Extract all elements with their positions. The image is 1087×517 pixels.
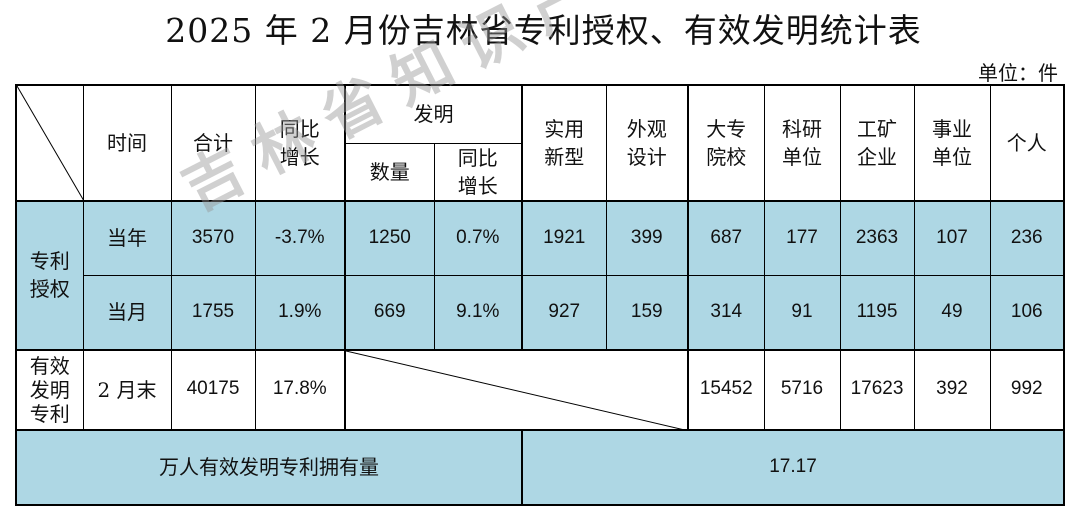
header-institution: 事业 单位 — [913, 84, 991, 201]
header-college: 大专 院校 — [687, 84, 765, 201]
row-valid-individual: 992 — [989, 348, 1065, 430]
row-month-inv-yoy: 9.1% — [433, 275, 523, 350]
row-month-institution: 49 — [913, 275, 991, 350]
empty-diagonal-cell — [344, 348, 689, 431]
patent-grant-label: 专利 授权 — [15, 199, 84, 350]
header-total: 合计 — [170, 84, 256, 201]
row-year-inv-yoy: 0.7% — [433, 199, 523, 276]
header-research: 科研 单位 — [763, 84, 841, 201]
row-year-design: 399 — [605, 199, 689, 276]
row-month-yoy: 1.9% — [254, 275, 346, 350]
row-valid-label: 2 月末 — [82, 348, 172, 430]
row-year-enterprise: 2363 — [839, 199, 915, 276]
row-year-institution: 107 — [913, 199, 991, 276]
row-month-individual: 106 — [989, 275, 1065, 350]
per-10k-value: 17.17 — [521, 428, 1065, 506]
row-valid-total: 40175 — [170, 348, 256, 430]
row-year-utility: 1921 — [521, 199, 607, 276]
header-enterprise: 工矿 企业 — [839, 84, 915, 201]
row-valid-enterprise: 17623 — [839, 348, 915, 430]
diagonal-line-2 — [346, 350, 689, 431]
row-year-yoy: -3.7% — [254, 199, 346, 276]
row-year-label: 当年 — [82, 199, 172, 276]
statistics-table: 时间 合计 同比 增长 发明 实用 新型 外观 设计 大专 院校 科研 单位 工矿 企业 事… — [15, 84, 1065, 506]
row-month-research: 91 — [763, 275, 841, 350]
row-year-college: 687 — [687, 199, 765, 276]
row-valid-institution: 392 — [913, 348, 991, 430]
row-month-inv-count: 669 — [344, 275, 435, 350]
page-title: 2025 年 2 月份吉林省专利授权、有效发明统计表 — [165, 11, 922, 50]
row-valid-college: 15452 — [687, 348, 765, 430]
header-invention-count: 数量 — [344, 142, 435, 201]
row-month-college: 314 — [687, 275, 765, 350]
unit-label: 单位：件 — [978, 61, 1058, 85]
row-month-enterprise: 1195 — [839, 275, 915, 350]
row-valid-research: 5716 — [763, 348, 841, 430]
diagonal-line — [17, 86, 84, 201]
corner-diagonal-cell — [15, 84, 84, 201]
row-valid-yoy: 17.8% — [254, 348, 346, 430]
header-invention-yoy: 同比 增长 — [433, 142, 523, 201]
row-year-total: 3570 — [170, 199, 256, 276]
row-month-label: 当月 — [82, 275, 172, 350]
header-yoy: 同比 增长 — [254, 84, 346, 201]
row-month-design: 159 — [605, 275, 689, 350]
header-individual: 个人 — [989, 84, 1065, 201]
per-10k-label: 万人有效发明专利拥有量 — [15, 428, 523, 506]
row-month-total: 1755 — [170, 275, 256, 350]
row-year-research: 177 — [763, 199, 841, 276]
header-design: 外观 设计 — [605, 84, 689, 201]
row-year-individual: 236 — [989, 199, 1065, 276]
header-time: 时间 — [82, 84, 172, 201]
valid-patent-label: 有效 发明 专利 — [15, 348, 84, 430]
row-month-utility: 927 — [521, 275, 607, 350]
header-invention: 发明 — [344, 84, 523, 144]
header-utility: 实用 新型 — [521, 84, 607, 201]
row-year-inv-count: 1250 — [344, 199, 435, 276]
